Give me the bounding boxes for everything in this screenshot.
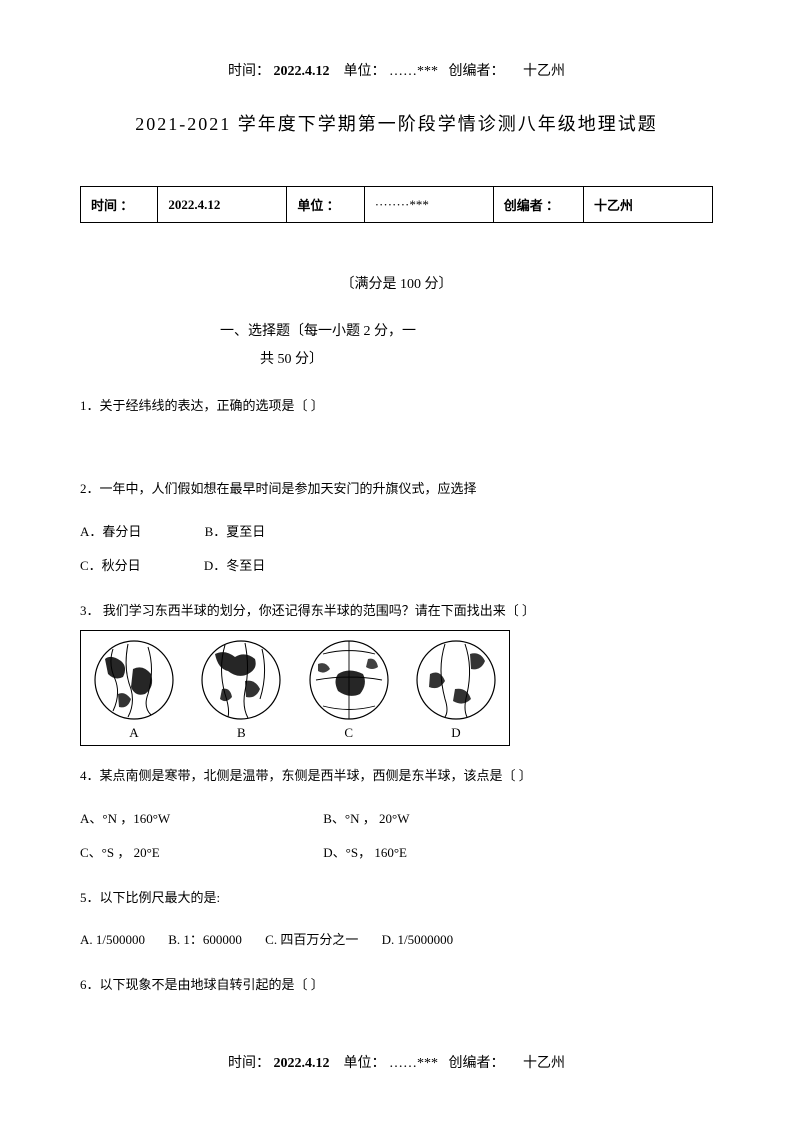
q5-option-b: B. 1：600000 — [168, 929, 242, 948]
question-5: 5．以下比例尺最大的是: — [80, 886, 713, 909]
q4-option-b: B、°N ， 20°W — [323, 808, 409, 827]
creator-value: 十乙州 — [523, 62, 565, 78]
cell-unit-label: 单位 ： — [287, 187, 364, 223]
q5-options: A. 1/500000 B. 1：600000 C. 四百万分之一 D. 1/5… — [80, 929, 713, 948]
footer-unit-value: ……*** — [389, 1056, 438, 1071]
cell-creator-label: 创编者 ： — [493, 187, 583, 223]
q5-option-d: D. 1/5000000 — [382, 932, 454, 948]
q4-option-a: A、°N ，160°W — [80, 808, 260, 827]
section-title: 一、选择题〔每一小题 2 分，一 共 50 分〕 — [220, 318, 713, 374]
cell-unit-value: ········*** — [364, 187, 493, 223]
q2-option-c: C．秋分日 — [80, 555, 141, 574]
question-2: 2．一年中，人们假如想在最早时间是参加天安门的升旗仪式，应选择 — [80, 477, 713, 500]
q2-options-row2: C．秋分日 D．冬至日 — [80, 555, 713, 574]
q2-option-d: D．冬至日 — [204, 555, 265, 574]
unit-value: ……*** — [389, 64, 438, 79]
cell-time-value: 2022.4.12 — [158, 187, 287, 223]
creator-label: 创编者： — [449, 64, 505, 79]
q2-options-row1: A．春分日 B．夏至日 — [80, 521, 713, 540]
table-row: 时间 ： 2022.4.12 单位 ： ········*** 创编者 ： 十乙… — [81, 187, 713, 223]
footer-creator-value: 十乙州 — [523, 1054, 565, 1070]
globe-a-icon — [93, 639, 175, 721]
footer-time-label: 时间： — [228, 1056, 270, 1071]
info-table: 时间 ： 2022.4.12 单位 ： ········*** 创编者 ： 十乙… — [80, 186, 713, 223]
globe-a-label: A — [93, 725, 175, 741]
globe-c: C — [308, 639, 390, 741]
globe-diagram-box: A B C — [80, 630, 510, 746]
cell-time-label: 时间 ： — [81, 187, 158, 223]
q2-option-b: B．夏至日 — [205, 521, 266, 540]
globe-c-icon — [308, 639, 390, 721]
page-title: 2021-2021 学年度下学期第一阶段学情诊测八年级地理试题 — [80, 110, 713, 136]
q5-option-c: C. 四百万分之一 — [265, 929, 358, 948]
question-3: 3． 我们学习东西半球的划分，你还记得东半球的范围吗？请在下面找出来〔 〕 — [80, 599, 713, 622]
q4-option-d: D、°S， 160°E — [323, 842, 407, 861]
footer-creator-label: 创编者： — [449, 1056, 505, 1071]
globes-row: A B C — [93, 639, 497, 741]
section-title-line2: 共 50 分〕 — [260, 346, 713, 374]
section-title-line1: 一、选择题〔每一小题 2 分，一 — [220, 318, 713, 346]
time-label: 时间： — [228, 64, 270, 79]
header-meta: 时间： 2022.4.12 单位： ……*** 创编者： 十乙州 — [80, 60, 713, 80]
unit-label: 单位： — [344, 64, 386, 79]
question-4: 4．某点南侧是寒带，北侧是温带，东侧是西半球，西侧是东半球，该点是〔 〕 — [80, 764, 713, 787]
footer-meta: 时间： 2022.4.12 单位： ……*** 创编者： 十乙州 — [0, 1052, 793, 1072]
globe-a: A — [93, 639, 175, 741]
q2-option-a: A．春分日 — [80, 521, 141, 540]
globe-b-icon — [200, 639, 282, 721]
q5-option-a: A. 1/500000 — [80, 932, 145, 948]
globe-d-icon — [415, 639, 497, 721]
question-1: 1．关于经纬线的表达，正确的选项是〔 〕 — [80, 394, 713, 417]
globe-d-label: D — [415, 725, 497, 741]
globe-d: D — [415, 639, 497, 741]
footer-unit-label: 单位： — [344, 1056, 386, 1071]
footer-time-value: 2022.4.12 — [274, 1056, 330, 1071]
globe-c-label: C — [308, 725, 390, 741]
globe-b: B — [200, 639, 282, 741]
score-line: 〔满分是 100 分〕 — [80, 273, 713, 293]
question-6: 6．以下现象不是由地球自转引起的是〔 〕 — [80, 973, 713, 996]
q4-options-row2: C、°S ， 20°E D、°S， 160°E — [80, 842, 713, 861]
globe-b-label: B — [200, 725, 282, 741]
q4-option-c: C、°S ， 20°E — [80, 842, 260, 861]
q4-options-row1: A、°N ，160°W B、°N ， 20°W — [80, 808, 713, 827]
time-value: 2022.4.12 — [274, 64, 330, 79]
cell-creator-value: 十乙州 — [583, 187, 712, 223]
